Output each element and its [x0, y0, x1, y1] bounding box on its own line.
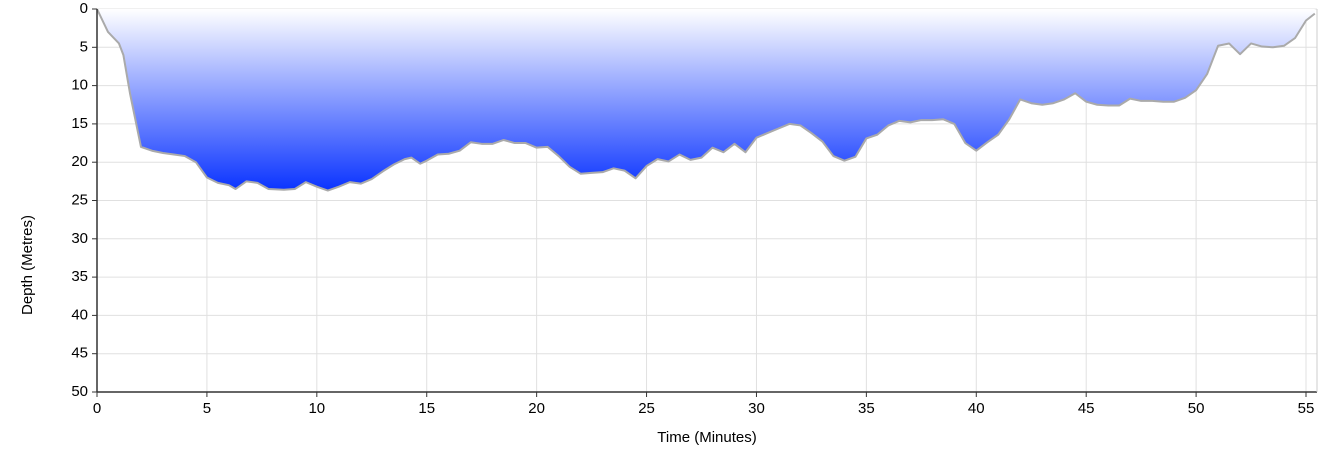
y-tick-label: 30 [71, 230, 88, 247]
y-tick-label: 25 [71, 191, 88, 208]
x-tick-label: 50 [1188, 400, 1205, 417]
y-tick-label: 5 [80, 38, 88, 55]
y-tick-label: 45 [71, 345, 88, 362]
y-tick-label: 0 [80, 0, 88, 17]
y-tick-label: 15 [71, 115, 88, 132]
y-tick-label: 20 [71, 153, 88, 170]
x-tick-label: 20 [528, 400, 545, 417]
x-tick-label: 5 [203, 400, 211, 417]
x-tick-label: 10 [308, 400, 325, 417]
x-tick-label: 55 [1298, 400, 1315, 417]
x-tick-label: 25 [638, 400, 655, 417]
x-tick-label: 15 [418, 400, 435, 417]
y-tick-label: 35 [71, 268, 88, 285]
y-tick-label: 10 [71, 77, 88, 94]
x-tick-label: 40 [968, 400, 985, 417]
x-tick-label: 0 [93, 400, 101, 417]
area-line [96, 8, 1316, 192]
x-tick-label: 30 [748, 400, 765, 417]
x-axis-title: Time (Minutes) [657, 429, 756, 446]
area-fill [97, 9, 1315, 191]
x-tick-label: 35 [858, 400, 875, 417]
y-axis-title: Depth (Metres) [19, 215, 36, 315]
y-tick-label: 40 [71, 306, 88, 323]
y-tick-label: 50 [71, 383, 88, 400]
x-tick-label: 45 [1078, 400, 1095, 417]
